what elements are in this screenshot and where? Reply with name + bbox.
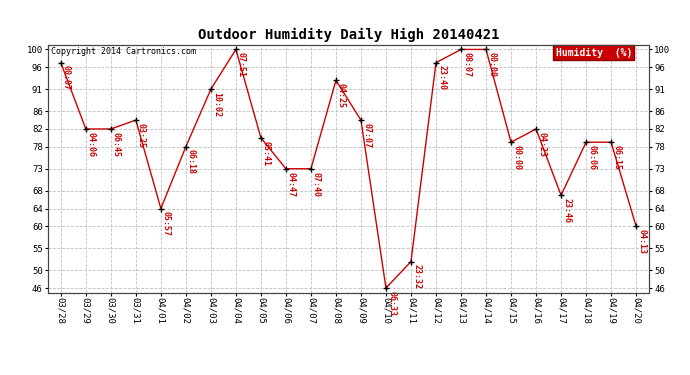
Text: 00:00: 00:00 bbox=[512, 145, 521, 170]
Text: 04:47: 04:47 bbox=[287, 171, 296, 196]
Text: 06:18: 06:18 bbox=[187, 149, 196, 174]
Text: 06:06: 06:06 bbox=[587, 145, 596, 170]
Text: 04:23: 04:23 bbox=[537, 132, 546, 157]
Text: 06:33: 06:33 bbox=[387, 291, 396, 316]
Text: Humidity  (%): Humidity (%) bbox=[555, 48, 632, 57]
Text: 23:46: 23:46 bbox=[562, 198, 571, 223]
Text: 06:15: 06:15 bbox=[612, 145, 621, 170]
Text: 07:51: 07:51 bbox=[237, 52, 246, 77]
Text: Copyright 2014 Cartronics.com: Copyright 2014 Cartronics.com bbox=[51, 48, 196, 57]
Text: 07:07: 07:07 bbox=[362, 123, 371, 148]
Text: 04:13: 04:13 bbox=[637, 229, 646, 254]
Text: 04:06: 04:06 bbox=[87, 132, 96, 157]
Text: 00:00: 00:00 bbox=[487, 52, 496, 77]
Title: Outdoor Humidity Daily High 20140421: Outdoor Humidity Daily High 20140421 bbox=[198, 28, 499, 42]
Text: 23:40: 23:40 bbox=[437, 66, 446, 90]
Text: 00:07: 00:07 bbox=[62, 66, 71, 90]
Text: 05:41: 05:41 bbox=[262, 141, 271, 166]
Text: 07:40: 07:40 bbox=[312, 171, 321, 196]
Text: 03:25: 03:25 bbox=[137, 123, 146, 148]
Text: 23:32: 23:32 bbox=[412, 264, 421, 290]
Text: 08:07: 08:07 bbox=[462, 52, 471, 77]
Text: 06:45: 06:45 bbox=[112, 132, 121, 157]
Text: 05:57: 05:57 bbox=[162, 211, 171, 236]
Text: 04:25: 04:25 bbox=[337, 83, 346, 108]
Text: 10:02: 10:02 bbox=[212, 92, 221, 117]
